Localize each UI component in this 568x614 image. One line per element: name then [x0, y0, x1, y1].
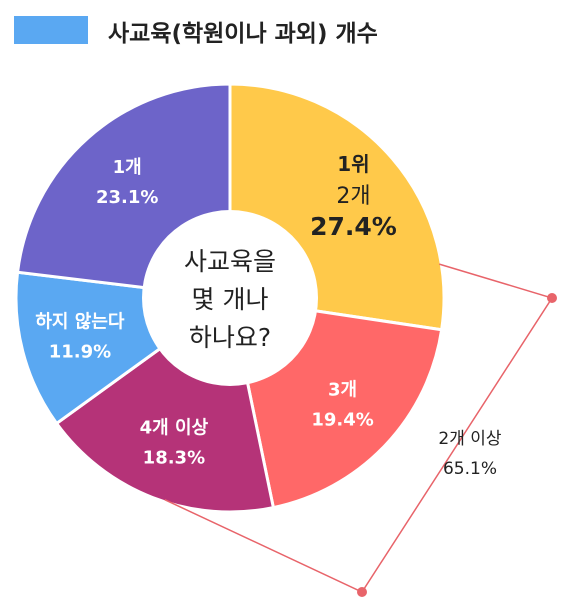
- slice-label-0-line-1: 2개: [336, 184, 370, 209]
- center-label-line-2: 하나요?: [189, 323, 271, 352]
- slice-label-2-line-1: 18.3%: [143, 447, 205, 468]
- donut-hole: [142, 210, 318, 386]
- slice-label-3-line-1: 11.9%: [49, 342, 111, 363]
- bracket-annotation: [164, 263, 557, 597]
- bracket-label-value: 65.1%: [443, 459, 497, 479]
- slice-label-4-line-0: 1개: [113, 157, 142, 178]
- slice-label-0-line-0: 1위: [337, 152, 369, 176]
- slice-label-3-line-0: 하지 않는다: [35, 312, 125, 333]
- bracket-dot-0: [547, 293, 557, 303]
- legend-title: 사교육(학원이나 과외) 개수: [108, 21, 378, 47]
- legend-swatch: [14, 16, 88, 44]
- slice-label-2-line-0: 4개 이상: [140, 417, 209, 438]
- slice-label-1-line-1: 19.4%: [311, 410, 373, 431]
- slice-label-0-line-2: 27.4%: [310, 212, 397, 241]
- center-label-line-1: 몇 개나: [192, 285, 269, 314]
- slice-label-4-line-1: 23.1%: [96, 187, 158, 208]
- slice-labels: 1위 2개 27.4% 3개 19.4% 4개 이상 18.3% 하지 않는다 11.9% 1개 2…: [35, 152, 396, 469]
- center-label-line-0: 사교육을: [184, 247, 276, 276]
- slice-label-1-line-0: 3개: [328, 380, 357, 401]
- bracket-label-line1: 2개 이상: [438, 429, 501, 449]
- bracket-line: [164, 263, 554, 593]
- bracket-dot-1: [357, 587, 367, 597]
